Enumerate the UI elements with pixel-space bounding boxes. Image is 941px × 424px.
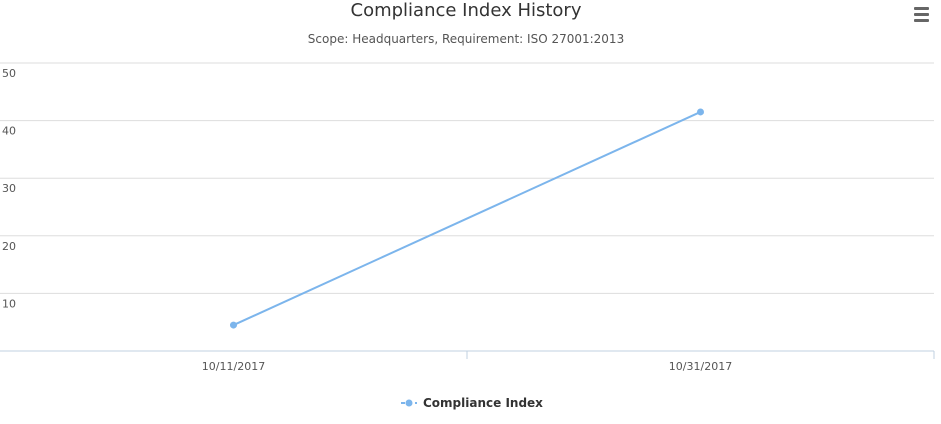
hamburger-menu-icon[interactable]: [912, 5, 932, 23]
x-tick-label: 10/31/2017: [669, 360, 732, 373]
y-axis-ticks: 10 20 30 40 50: [2, 67, 16, 310]
data-point[interactable]: [697, 108, 704, 116]
series-line: [233, 111, 701, 326]
legend-label[interactable]: Compliance Index: [423, 396, 543, 410]
y-tick-label: 40: [2, 125, 16, 138]
legend-marker: [405, 399, 413, 407]
y-tick-label: 50: [2, 67, 16, 80]
grid-lines: [0, 62, 934, 294]
y-tick-label: 30: [2, 182, 16, 195]
legend[interactable]: Compliance Index: [401, 396, 543, 410]
data-point[interactable]: [230, 321, 237, 329]
y-tick-label: 20: [2, 240, 16, 253]
y-tick-label: 10: [2, 297, 16, 310]
x-tick-label: 10/11/2017: [202, 360, 265, 373]
x-axis: 10/11/2017 10/31/2017: [0, 350, 935, 373]
chart-subtitle: Scope: Headquarters, Requirement: ISO 27…: [308, 32, 624, 46]
series-layer: [230, 108, 704, 329]
chart-title: Compliance Index History: [351, 0, 582, 21]
